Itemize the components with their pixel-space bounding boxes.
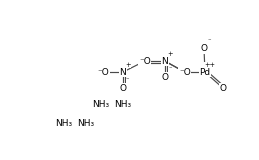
Text: ⁻: ⁻: [207, 38, 211, 44]
Text: ++: ++: [205, 62, 215, 68]
Text: NH₃: NH₃: [114, 100, 131, 109]
Text: O: O: [220, 84, 227, 93]
Text: +: +: [167, 51, 172, 57]
Text: NH₃: NH₃: [92, 100, 109, 109]
Text: +: +: [125, 62, 131, 68]
Text: ⁻O: ⁻O: [139, 57, 151, 66]
Text: ⁻O: ⁻O: [179, 68, 191, 77]
Text: NH₃: NH₃: [55, 119, 72, 128]
Text: NH₃: NH₃: [77, 119, 94, 128]
Text: N: N: [161, 57, 168, 66]
Text: ⁻O: ⁻O: [98, 68, 110, 77]
Text: N: N: [119, 68, 126, 77]
Text: Pd: Pd: [199, 68, 211, 77]
Text: O: O: [161, 73, 168, 82]
Text: O: O: [119, 84, 126, 93]
Text: ⁻: ⁻: [168, 67, 172, 73]
Text: O: O: [200, 44, 207, 53]
Text: ⁻: ⁻: [126, 78, 130, 84]
